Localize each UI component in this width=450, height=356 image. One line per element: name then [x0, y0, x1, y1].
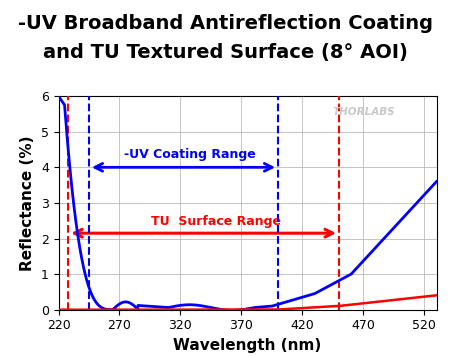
Text: -UV Broadband Antireflection Coating: -UV Broadband Antireflection Coating [18, 14, 432, 33]
X-axis label: Wavelength (nm): Wavelength (nm) [173, 338, 322, 353]
Text: -UV Coating Range: -UV Coating Range [124, 148, 256, 161]
Text: THORLABS: THORLABS [332, 107, 395, 117]
Text: and TU Textured Surface (8° AOI): and TU Textured Surface (8° AOI) [43, 43, 407, 62]
Y-axis label: Reflectance (%): Reflectance (%) [20, 135, 35, 271]
Text: TU  Surface Range: TU Surface Range [151, 215, 281, 228]
